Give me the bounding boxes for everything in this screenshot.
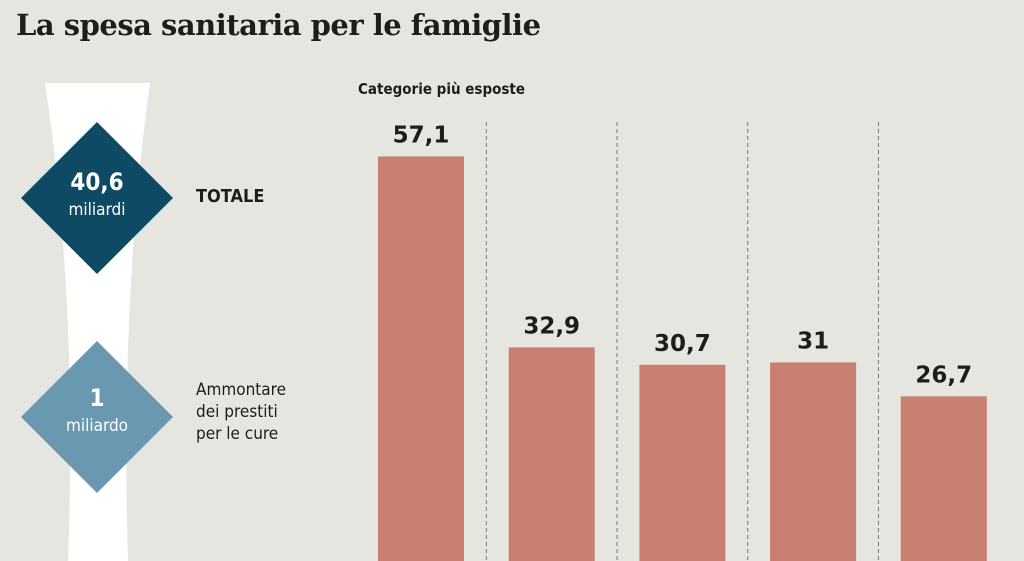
loans-label-line: Ammontare — [196, 380, 286, 400]
chart-subtitle: Categorie più esposte — [358, 80, 526, 98]
loans-label: Ammontare dei prestiti per le cure — [196, 379, 286, 445]
bar-value-label: 57,1 — [393, 122, 450, 148]
bar — [770, 362, 857, 561]
loans-label-line: dei prestiti — [196, 402, 278, 422]
bar — [508, 347, 595, 561]
bar — [378, 156, 464, 561]
total-label: TOTALE — [196, 186, 265, 207]
bar-value-label: 26,7 — [915, 362, 972, 388]
loans-diamond — [21, 341, 173, 493]
bar — [639, 364, 726, 561]
bar-value-label: 31 — [797, 328, 829, 354]
bar — [900, 396, 987, 561]
loans-unit: miliardo — [65, 416, 129, 436]
loans-label-line: per le cure — [196, 424, 279, 444]
bar-value-label: 32,9 — [523, 313, 580, 339]
loans-value: 1 — [89, 384, 105, 412]
chart-title: La spesa sanitaria per le famiglie — [16, 8, 541, 42]
total-unit: miliardi — [68, 200, 126, 220]
total-value: 40,6 — [70, 168, 124, 196]
total-diamond — [21, 122, 173, 274]
bar-value-label: 30,7 — [654, 331, 711, 357]
